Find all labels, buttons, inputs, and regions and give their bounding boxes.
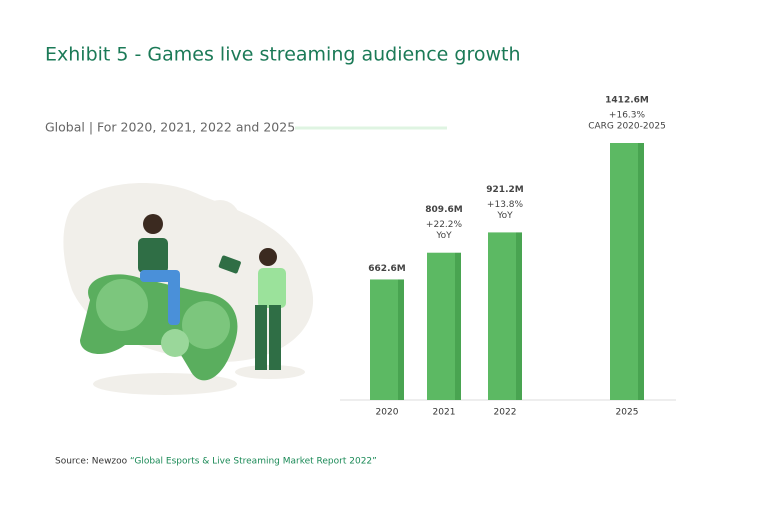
growth-label: +16.3% [609,111,646,121]
growth-label: +22.2% [426,220,463,230]
bar [610,143,644,400]
x-tick-label: 2020 [376,408,399,418]
bar [427,252,461,400]
growth-note: YoY [496,211,513,221]
x-tick-label: 2022 [494,408,517,418]
bar [488,232,522,400]
chart-title: Exhibit 5 - Games live streaming audienc… [45,44,521,66]
chart-subtitle: Global | For 2020, 2021, 2022 and 2025 [45,120,295,135]
x-tick-label: 2025 [616,408,639,418]
source: Source: Newzoo [55,457,128,467]
value-label: 662.6M [368,264,405,274]
growth-note: CARG 2020-2025 [588,122,666,132]
value-label: 809.6M [425,205,462,215]
growth-label: +13.8% [487,200,524,210]
value-label: 1412.6M [605,96,649,106]
bar [370,279,404,400]
growth-note: YoY [435,231,452,241]
illustration [63,183,314,395]
source-title: “Global Esports & Live Streaming Market … [130,457,377,467]
value-label: 921.2M [486,185,523,195]
x-tick-label: 2021 [433,408,456,418]
